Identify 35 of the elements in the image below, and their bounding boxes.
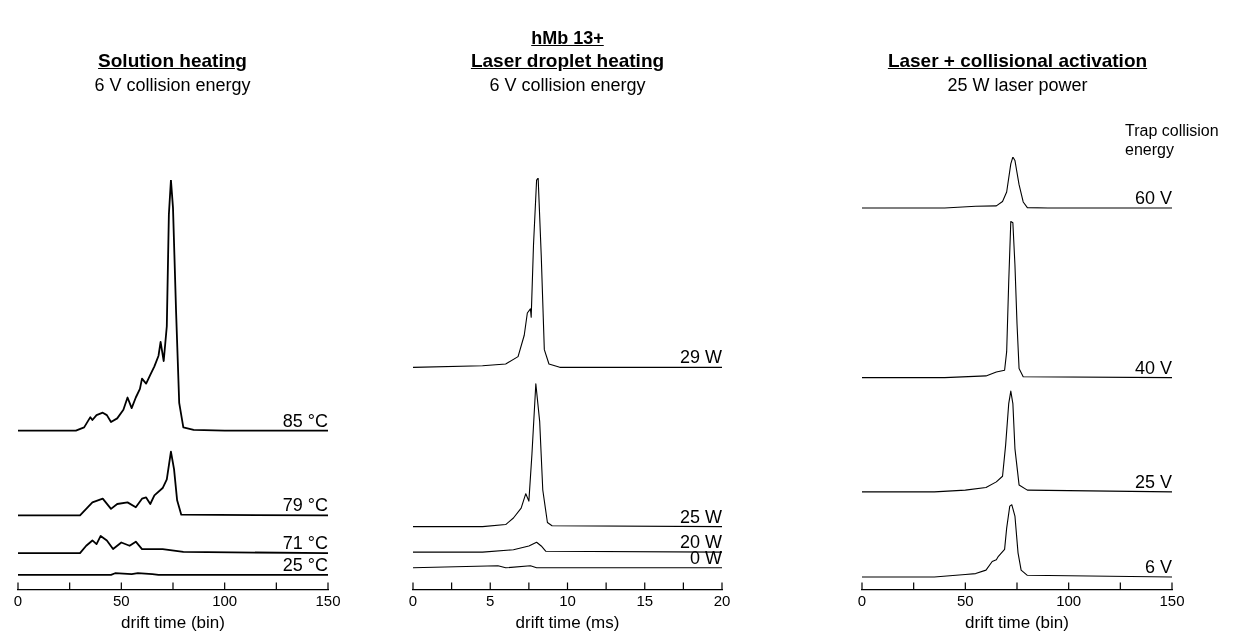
- series-label: 6 V: [1144, 557, 1172, 578]
- series-label: 25 W: [679, 506, 723, 527]
- x-tick-label: 150: [1159, 591, 1185, 609]
- x-tick-label: 0: [857, 591, 867, 609]
- annotation: Trap collision energy: [1125, 121, 1220, 159]
- series-label: 71 °C: [282, 533, 328, 554]
- series-label: 79 °C: [282, 495, 328, 516]
- x-tick-label: 5: [486, 591, 495, 609]
- series-label: 25 °C: [282, 554, 328, 575]
- text: hMb 13+: [530, 28, 605, 49]
- series-label: 25 V: [1134, 471, 1172, 492]
- x-tick-label: 50: [112, 591, 130, 609]
- chart-subtitle: 6 V collision energy: [93, 75, 252, 96]
- x-tick-label: 10: [559, 591, 576, 609]
- chart-title: Laser droplet heating: [469, 50, 666, 72]
- chart-title: Solution heating: [97, 50, 248, 72]
- chart-subtitle: 25 W laser power: [946, 75, 1089, 96]
- x-tick-label: 0: [408, 591, 418, 609]
- x-tick-label: 100: [212, 591, 238, 609]
- series-label: 40 V: [1134, 357, 1172, 378]
- x-tick-label: 150: [315, 591, 341, 609]
- x-tick-label: 100: [1056, 591, 1082, 609]
- chart-subtitle: 6 V collision energy: [488, 75, 647, 96]
- x-axis-title: drift time (bin): [121, 613, 225, 633]
- x-tick-label: 20: [713, 591, 731, 609]
- series-label: 85 °C: [282, 410, 328, 431]
- series-label: 60 V: [1134, 188, 1172, 209]
- x-tick-label: 50: [956, 591, 974, 609]
- chart-title: Laser + collisional activation: [886, 50, 1149, 72]
- series-label: 29 W: [679, 347, 723, 368]
- x-tick-label: 15: [636, 591, 654, 609]
- x-tick-label: 0: [13, 591, 23, 609]
- x-axis-title: drift time (ms): [515, 613, 620, 633]
- x-axis-title: drift time (bin): [965, 613, 1069, 633]
- series-label: 0 W: [689, 547, 722, 568]
